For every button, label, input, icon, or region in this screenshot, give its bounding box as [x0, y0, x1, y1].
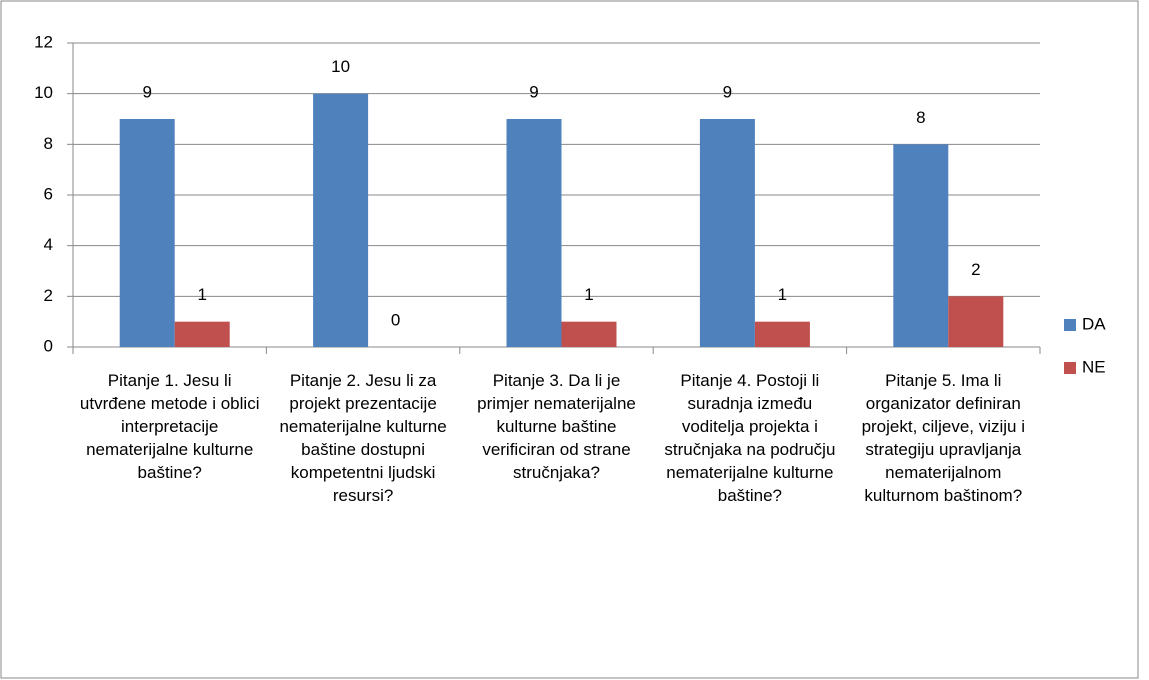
legend-swatch — [1064, 319, 1076, 331]
legend-swatch — [1064, 362, 1076, 374]
data-label: 9 — [723, 82, 732, 101]
data-label: 1 — [197, 285, 206, 304]
y-tick-label: 0 — [44, 336, 53, 355]
x-tick-label: Pitanje 2. Jesu li za projekt prezentaci… — [279, 371, 447, 505]
bar — [174, 321, 230, 347]
data-label: 9 — [529, 82, 538, 101]
y-tick-label: 10 — [34, 83, 53, 102]
legend-label: NE — [1082, 357, 1106, 376]
x-tick-label: Pitanje 3. Da li je primjer nematerijaln… — [477, 371, 636, 482]
x-tick-label: Pitanje 1. Jesu li utvrđene metode i obl… — [79, 371, 260, 482]
bar — [754, 321, 810, 347]
data-label: 1 — [778, 285, 787, 304]
x-tick-label: Pitanje 5. Ima li organizator definiran … — [861, 371, 1026, 505]
y-tick-label: 12 — [34, 32, 53, 51]
data-label: 0 — [391, 310, 400, 329]
data-label: 1 — [584, 285, 593, 304]
data-label: 2 — [971, 260, 980, 279]
y-tick-label: 2 — [44, 286, 53, 305]
bar — [893, 144, 949, 347]
bar — [313, 93, 369, 348]
bar — [699, 119, 755, 347]
data-label: 10 — [331, 57, 350, 76]
bar — [506, 119, 562, 347]
y-tick-label: 8 — [44, 134, 53, 153]
y-tick-label: 4 — [44, 235, 53, 254]
bar — [948, 296, 1004, 347]
data-label: 8 — [916, 108, 925, 127]
data-label: 9 — [142, 82, 151, 101]
legend-label: DA — [1082, 314, 1106, 333]
x-tick-label: Pitanje 4. Postoji li suradnja između vo… — [664, 371, 836, 505]
y-tick-label: 6 — [44, 184, 53, 203]
bar — [119, 119, 175, 347]
bar — [561, 321, 617, 347]
